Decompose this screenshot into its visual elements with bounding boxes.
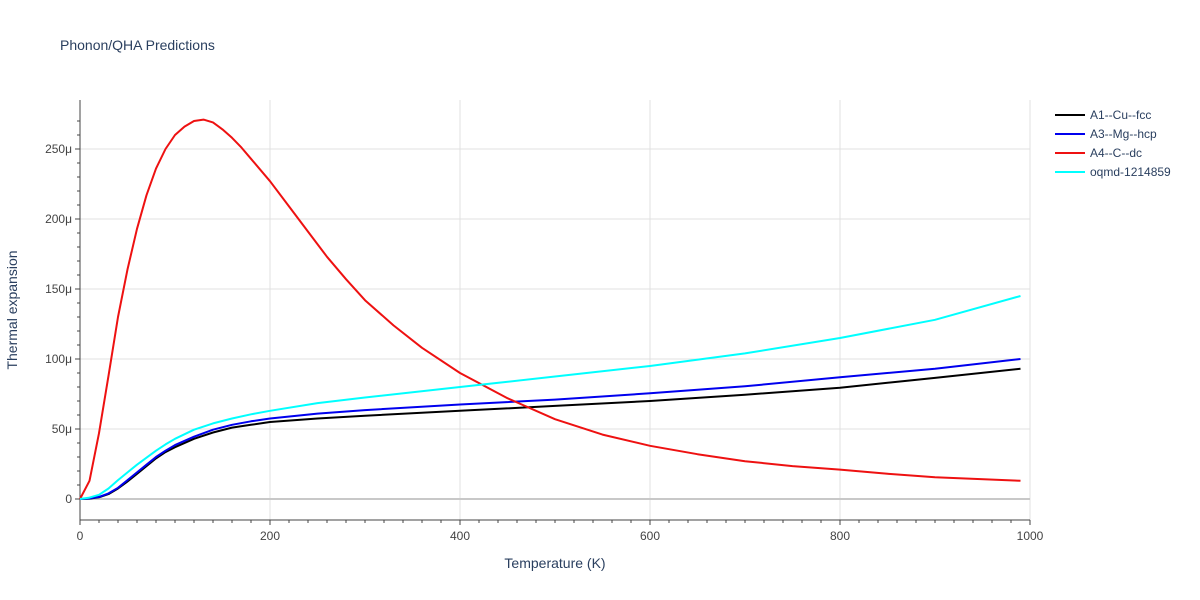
x-tick-label: 1000 bbox=[1017, 529, 1044, 543]
series-layer bbox=[79, 118, 1021, 500]
axes: 0 200 400 600 800 1000 0 50μ 100μ 150μ 200μ 250μ bbox=[45, 100, 1044, 543]
series-line-a3-mg-hcp bbox=[79, 358, 1021, 500]
chart-title: Phonon/QHA Predictions bbox=[60, 37, 215, 53]
x-tick-label: 600 bbox=[640, 529, 660, 543]
grid-lines bbox=[80, 100, 1031, 520]
x-tick-label: 800 bbox=[830, 529, 850, 543]
legend-label: A4--C--dc bbox=[1090, 146, 1142, 160]
y-tick-label: 100μ bbox=[45, 352, 72, 366]
series-line-a4-c-dc bbox=[79, 118, 1021, 500]
y-tick-label: 50μ bbox=[52, 422, 72, 436]
series-line-oqmd-1214859 bbox=[79, 295, 1021, 500]
legend-label: A3--Mg--hcp bbox=[1090, 127, 1157, 141]
y-tick-label: 200μ bbox=[45, 212, 72, 226]
x-axis-title: Temperature (K) bbox=[504, 555, 605, 571]
legend: A1--Cu--fcc A3--Mg--hcp A4--C--dc oqmd-1214… bbox=[1055, 108, 1171, 179]
series-line-a1-cu-fcc bbox=[79, 367, 1021, 500]
legend-label: oqmd-1214859 bbox=[1090, 165, 1171, 179]
x-tick-label: 200 bbox=[260, 529, 280, 543]
legend-label: A1--Cu--fcc bbox=[1090, 108, 1151, 122]
y-tick-label: 250μ bbox=[45, 142, 72, 156]
y-tick-label: 150μ bbox=[45, 282, 72, 296]
y-tick-label: 0 bbox=[65, 492, 72, 506]
x-tick-label: 0 bbox=[77, 529, 84, 543]
x-tick-label: 400 bbox=[450, 529, 470, 543]
y-axis-title: Thermal expansion bbox=[4, 250, 20, 369]
